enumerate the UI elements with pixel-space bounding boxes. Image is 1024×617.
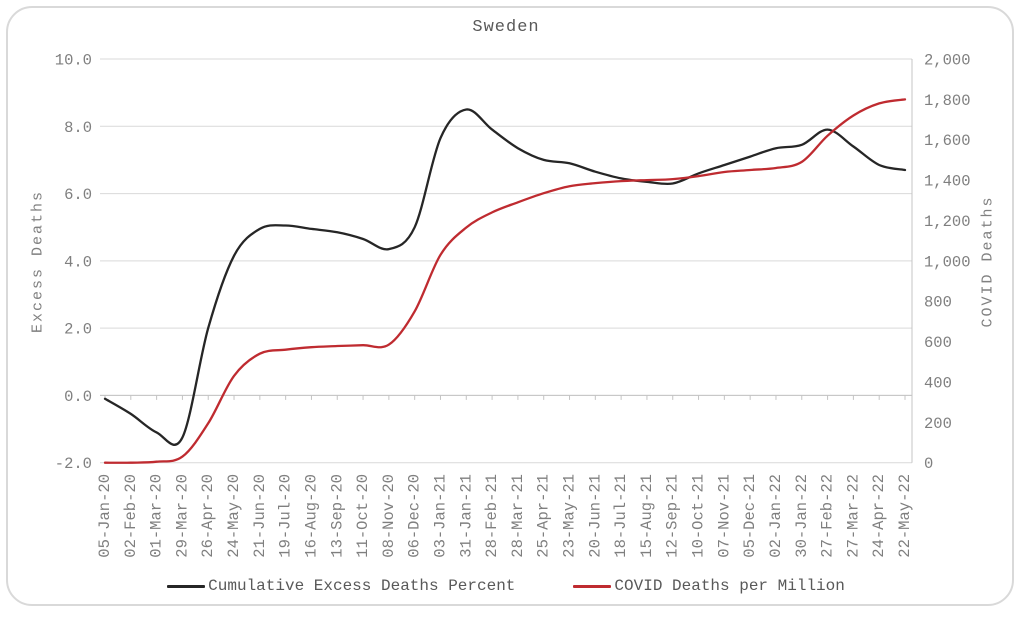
x-tick-label: 28-Mar-21 (509, 474, 527, 558)
x-tick-label: 27-Feb-22 (819, 474, 837, 558)
x-tick-label: 02-Jan-22 (767, 474, 785, 558)
chart-card (6, 6, 1014, 606)
x-tick-label: 28-Feb-21 (483, 474, 501, 558)
legend-entry-excess: Cumulative Excess Deaths Percent (167, 577, 515, 595)
chart-title: Sweden (472, 18, 540, 37)
x-tick-label: 10-Oct-21 (690, 474, 708, 558)
x-tick-label: 18-Jul-21 (612, 474, 630, 558)
right-tick-label: 1,000 (924, 253, 971, 271)
gridlines (100, 58, 912, 464)
x-tick-label: 12-Sep-21 (664, 474, 682, 558)
x-tick-label: 05-Jan-20 (96, 474, 114, 558)
x-tick-label: 11-Oct-20 (354, 474, 372, 558)
legend-entry-covid: COVID Deaths per Million (573, 577, 845, 595)
right-tick-label: 2,000 (924, 52, 971, 70)
right-tick-label: 1,800 (924, 92, 971, 110)
series-line-excess (103, 108, 907, 446)
right-tick-label: 400 (924, 374, 952, 392)
series-line-covid (103, 98, 907, 464)
x-tick-label: 30-Jan-22 (793, 474, 811, 558)
x-tick-label: 24-May-20 (225, 474, 243, 558)
right-tick-label: 1,400 (924, 173, 971, 191)
right-tick-labels: 2,000 1,800 1,600 1,400 1,200 1,000 800 600 400 2… (924, 52, 971, 474)
right-tick-label: 200 (924, 415, 952, 433)
x-tick-label: 13-Sep-20 (328, 474, 346, 558)
x-tick-label: 15-Aug-21 (638, 474, 656, 558)
legend: Cumulative Excess Deaths Percent COVID D… (0, 577, 1012, 595)
legend-swatch-excess-line (167, 584, 206, 588)
left-tick-label: 6.0 (64, 186, 92, 204)
right-tick-label: 1,600 (924, 132, 971, 150)
left-tick-label: -2.0 (55, 455, 92, 473)
x-tick-label: 02-Feb-20 (122, 474, 140, 558)
x-tick-label: 19-Jul-20 (277, 474, 295, 558)
legend-swatch-covid-line (573, 584, 612, 588)
x-tick-label: 23-May-21 (561, 474, 579, 558)
x-tick-label: 27-Mar-22 (844, 474, 862, 558)
legend-label-excess: Cumulative Excess Deaths Percent (208, 577, 516, 595)
x-tick-label: 24-Apr-22 (870, 474, 888, 558)
x-tick-label: 16-Aug-20 (302, 474, 320, 558)
x-tick-labels: 05-Jan-20 02-Feb-20 01-Mar-20 29-Mar-20 26-A… (96, 474, 914, 558)
x-tick-label: 29-Mar-20 (173, 474, 191, 558)
x-tick-label: 31-Jan-21 (457, 474, 475, 558)
x-tick-label: 06-Dec-20 (406, 474, 424, 558)
x-tick-label: 03-Jan-21 (431, 474, 449, 558)
x-axis (100, 394, 912, 400)
x-tick-label: 20-Jun-21 (586, 474, 604, 558)
left-tick-label: 4.0 (64, 253, 92, 271)
right-tick-label: 600 (924, 334, 952, 352)
x-tick-label: 05-Dec-21 (741, 474, 759, 558)
left-tick-label: 2.0 (64, 321, 92, 339)
right-tick-label: 800 (924, 294, 952, 312)
right-tick-label: 0 (924, 455, 933, 473)
x-tick-label: 26-Apr-20 (199, 474, 217, 558)
left-tick-label: 10.0 (55, 52, 92, 70)
x-tick-label: 07-Nov-21 (715, 474, 733, 558)
x-tick-label: 22-May-22 (896, 474, 914, 558)
right-tick-label: 1,200 (924, 213, 971, 231)
legend-label-covid: COVID Deaths per Million (614, 577, 845, 595)
x-tick-label: 01-Mar-20 (148, 474, 166, 558)
left-tick-labels: 10.0 8.0 6.0 4.0 2.0 0.0 -2.0 (55, 52, 92, 474)
left-tick-label: 0.0 (64, 388, 92, 406)
x-tick-label: 21-Jun-20 (251, 474, 269, 558)
x-tick-label: 25-Apr-21 (535, 474, 553, 558)
left-tick-label: 8.0 (64, 119, 92, 137)
x-tick-label: 08-Nov-20 (380, 474, 398, 558)
